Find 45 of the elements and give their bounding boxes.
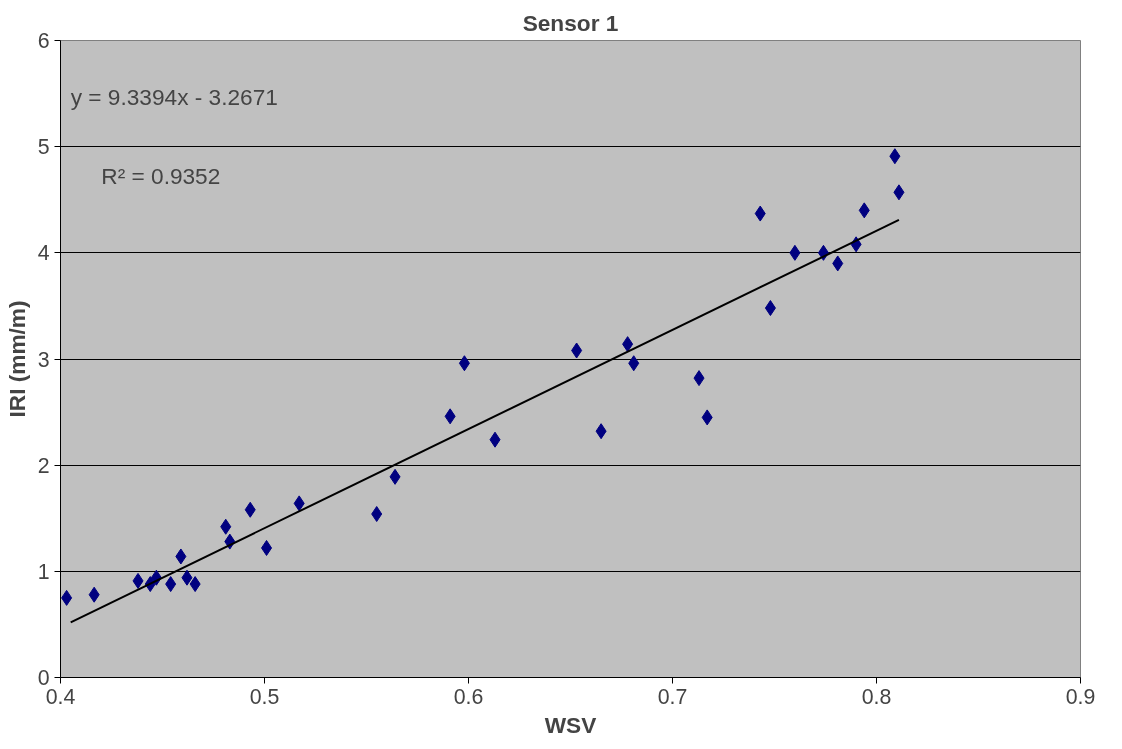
x-tick-label: 0.5 xyxy=(249,684,280,709)
point xyxy=(165,576,177,593)
point xyxy=(189,576,201,593)
point xyxy=(764,300,776,317)
x-tick-label: 0.7 xyxy=(657,684,688,709)
point xyxy=(754,205,766,222)
point xyxy=(458,355,470,372)
point xyxy=(293,495,305,512)
point xyxy=(132,572,144,589)
point xyxy=(858,202,870,219)
point xyxy=(181,569,193,586)
x-tick-label: 0.9 xyxy=(1065,684,1096,709)
chart-title: Sensor 1 xyxy=(522,9,619,36)
y-tick-label: 5 xyxy=(37,135,50,160)
point xyxy=(595,423,607,440)
point xyxy=(571,342,583,359)
point xyxy=(489,431,501,448)
y-tick-label: 3 xyxy=(37,347,50,372)
y-tick-label: 4 xyxy=(37,241,50,266)
point xyxy=(693,370,705,387)
point xyxy=(622,336,634,353)
annotation: R² = 0.9352 xyxy=(101,163,221,190)
point xyxy=(893,184,905,201)
point xyxy=(832,255,844,272)
x-tick-label: 0.6 xyxy=(453,684,484,709)
point xyxy=(175,548,187,565)
point xyxy=(220,518,232,535)
x-tick-label: 0.8 xyxy=(861,684,892,709)
y-tick-label: 2 xyxy=(37,453,50,478)
point xyxy=(889,148,901,165)
point xyxy=(371,506,383,522)
point xyxy=(444,408,456,425)
point xyxy=(628,355,640,372)
x-axis-title: WSV xyxy=(544,711,597,738)
y-tick-label: 6 xyxy=(37,29,50,53)
point xyxy=(88,586,100,603)
annotation: y = 9.3394x - 3.2671 xyxy=(70,83,278,110)
point xyxy=(789,244,801,261)
point xyxy=(61,589,73,606)
y-axis-title: IRI (mm/m) xyxy=(3,300,30,418)
y-tick-label: 1 xyxy=(37,559,50,584)
point xyxy=(261,539,273,556)
point xyxy=(389,468,401,485)
point xyxy=(244,501,256,518)
point xyxy=(701,409,713,426)
